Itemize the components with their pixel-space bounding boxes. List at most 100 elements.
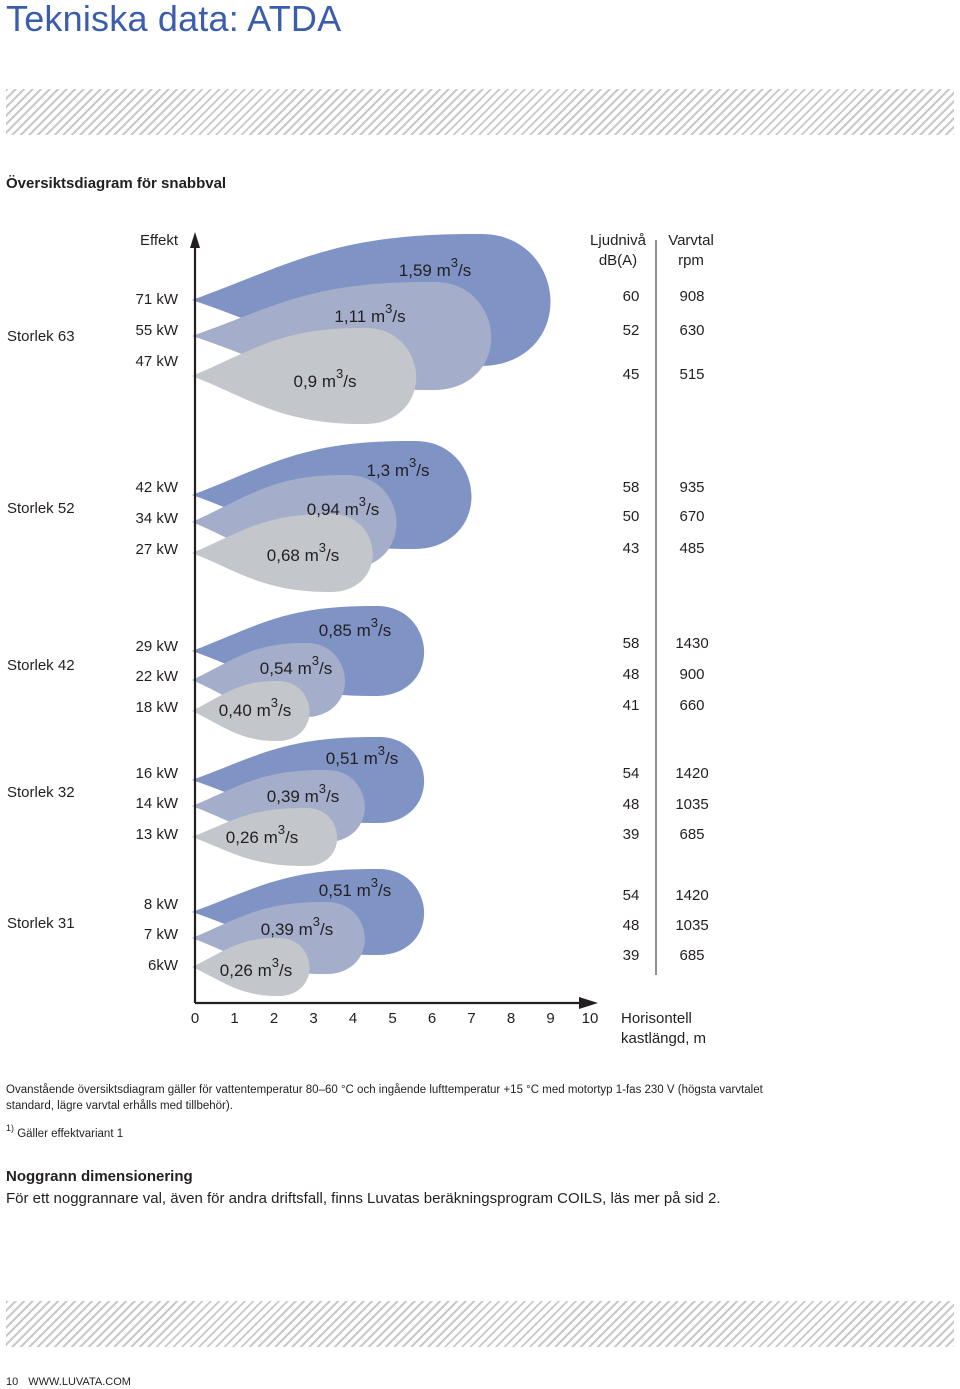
- rpm-value: 630: [679, 322, 704, 339]
- sound-value: 48: [623, 666, 640, 683]
- rpm-value: 685: [679, 826, 704, 843]
- group-name: Storlek 42: [7, 657, 75, 674]
- airflow-label: 0,26 m3/s: [220, 955, 292, 980]
- rpm-value: 515: [679, 366, 704, 383]
- airflow-label: 0,26 m3/s: [226, 822, 298, 847]
- x-tick-label: 6: [428, 1010, 436, 1027]
- power-label: 22 kW: [135, 668, 178, 685]
- hatch-band-top: [6, 89, 954, 135]
- paragraph: För ett noggrannare val, även för andra …: [6, 1190, 721, 1207]
- rpm-value: 935: [679, 479, 704, 496]
- x-axis-label-line2: kastlängd, m: [621, 1030, 706, 1047]
- power-label: 42 kW: [135, 479, 178, 496]
- rpm-value: 1035: [675, 917, 708, 934]
- rpm-value: 485: [679, 540, 704, 557]
- rpm-value: 908: [679, 288, 704, 305]
- power-label: 6kW: [148, 957, 179, 974]
- x-tick-label: 9: [546, 1010, 554, 1027]
- throw-lobe: [192, 513, 373, 593]
- x-tick-label: 3: [309, 1010, 317, 1027]
- airflow-label: 0,39 m3/s: [261, 914, 333, 939]
- airflow-label: 0,85 m3/s: [319, 615, 391, 640]
- rpm-value: 685: [679, 947, 704, 964]
- power-label: 55 kW: [135, 322, 178, 339]
- power-label: 13 kW: [135, 826, 178, 843]
- sound-value: 45: [623, 366, 640, 383]
- sound-value: 58: [623, 635, 640, 652]
- footer-url: WWW.LUVATA.COM: [28, 1376, 131, 1388]
- x-tick-label: 4: [349, 1010, 357, 1027]
- rpm-header-line1: Varvtal: [668, 232, 714, 249]
- notes-text: Ovanstående översiktsdiagram gäller för …: [6, 1084, 763, 1112]
- throw-lobe: [192, 807, 338, 867]
- airflow-label: 1,59 m3/s: [399, 255, 471, 280]
- airflow-label: 0,94 m3/s: [307, 494, 379, 519]
- section-title: Översiktsdiagram för snabbval: [6, 175, 227, 192]
- rpm-value: 1430: [675, 635, 708, 652]
- sound-value: 43: [623, 540, 640, 557]
- throw-lobe: [192, 937, 310, 997]
- power-label: 7 kW: [144, 926, 179, 943]
- power-label: 27 kW: [135, 541, 178, 558]
- sound-value: 39: [623, 826, 640, 843]
- rpm-header-line2: rpm: [678, 252, 704, 269]
- power-label: 47 kW: [135, 353, 178, 370]
- power-label: 71 kW: [135, 291, 178, 308]
- x-tick-label: 7: [467, 1010, 475, 1027]
- footnote-text: Gäller effektvariant 1: [17, 1127, 124, 1140]
- subheading: Noggrann dimensionering: [6, 1168, 193, 1185]
- power-label: 29 kW: [135, 638, 178, 655]
- labels-layer: Effekt Ljudnivå dB(A) Varvtal rpm Storlek 63 7…: [7, 232, 714, 1047]
- power-label: 18 kW: [135, 699, 178, 716]
- x-tick-label: 10: [582, 1010, 599, 1027]
- footnote: 1) Gäller effektvariant 1: [6, 1123, 124, 1140]
- x-tick-label: 2: [270, 1010, 278, 1027]
- x-tick-label: 8: [507, 1010, 515, 1027]
- sound-value: 48: [623, 796, 640, 813]
- x-axis-arrow: [579, 997, 598, 1009]
- sound-value: 50: [623, 508, 640, 525]
- airflow-label: 0,9 m3/s: [294, 366, 357, 391]
- airflow-label: 0,39 m3/s: [267, 781, 339, 806]
- footer-page: 10: [6, 1376, 19, 1388]
- rpm-value: 1420: [675, 765, 708, 782]
- y-axis-arrow: [190, 232, 200, 248]
- power-label: 8 kW: [144, 896, 179, 913]
- hatch-band-bottom: [6, 1301, 954, 1347]
- rpm-value: 670: [679, 508, 704, 525]
- sound-value: 41: [623, 697, 640, 714]
- footnote-mark: 1): [6, 1123, 15, 1133]
- axes-layer: [190, 232, 657, 1009]
- sound-value: 60: [623, 288, 640, 305]
- rpm-value: 1035: [675, 796, 708, 813]
- sound-value: 48: [623, 917, 640, 934]
- sound-value: 58: [623, 479, 640, 496]
- sound-value: 54: [623, 887, 640, 904]
- airflow-label: 0,68 m3/s: [267, 540, 339, 565]
- power-label: 14 kW: [135, 795, 178, 812]
- throw-lobe: [192, 680, 310, 742]
- x-tick-label: 0: [191, 1010, 199, 1027]
- airflow-label: 1,3 m3/s: [367, 455, 430, 480]
- rpm-value: 660: [679, 697, 704, 714]
- chart: Effekt Ljudnivå dB(A) Varvtal rpm Storlek 63 7…: [7, 232, 714, 1047]
- rpm-value: 1420: [675, 887, 708, 904]
- power-label: 34 kW: [135, 510, 178, 527]
- sound-value: 52: [623, 322, 640, 339]
- group-name: Storlek 31: [7, 915, 75, 932]
- group-name: Storlek 63: [7, 328, 75, 345]
- lobes-layer: [192, 233, 551, 997]
- airflow-label: 1,11 m3/s: [334, 301, 405, 326]
- x-axis-label-line1: Horisontell: [621, 1010, 692, 1027]
- airflow-label: 0,51 m3/s: [326, 743, 398, 768]
- page-title: Tekniska data: ATDA: [6, 0, 342, 39]
- airflow-label: 0,51 m3/s: [319, 875, 391, 900]
- rpm-value: 900: [679, 666, 704, 683]
- sound-value: 54: [623, 765, 640, 782]
- airflow-label: 0,54 m3/s: [260, 653, 332, 678]
- x-tick-label: 5: [388, 1010, 396, 1027]
- sound-value: 39: [623, 947, 640, 964]
- throw-lobe: [192, 327, 417, 425]
- group-name: Storlek 52: [7, 500, 75, 517]
- footer: 10 WWW.LUVATA.COM: [6, 1376, 131, 1388]
